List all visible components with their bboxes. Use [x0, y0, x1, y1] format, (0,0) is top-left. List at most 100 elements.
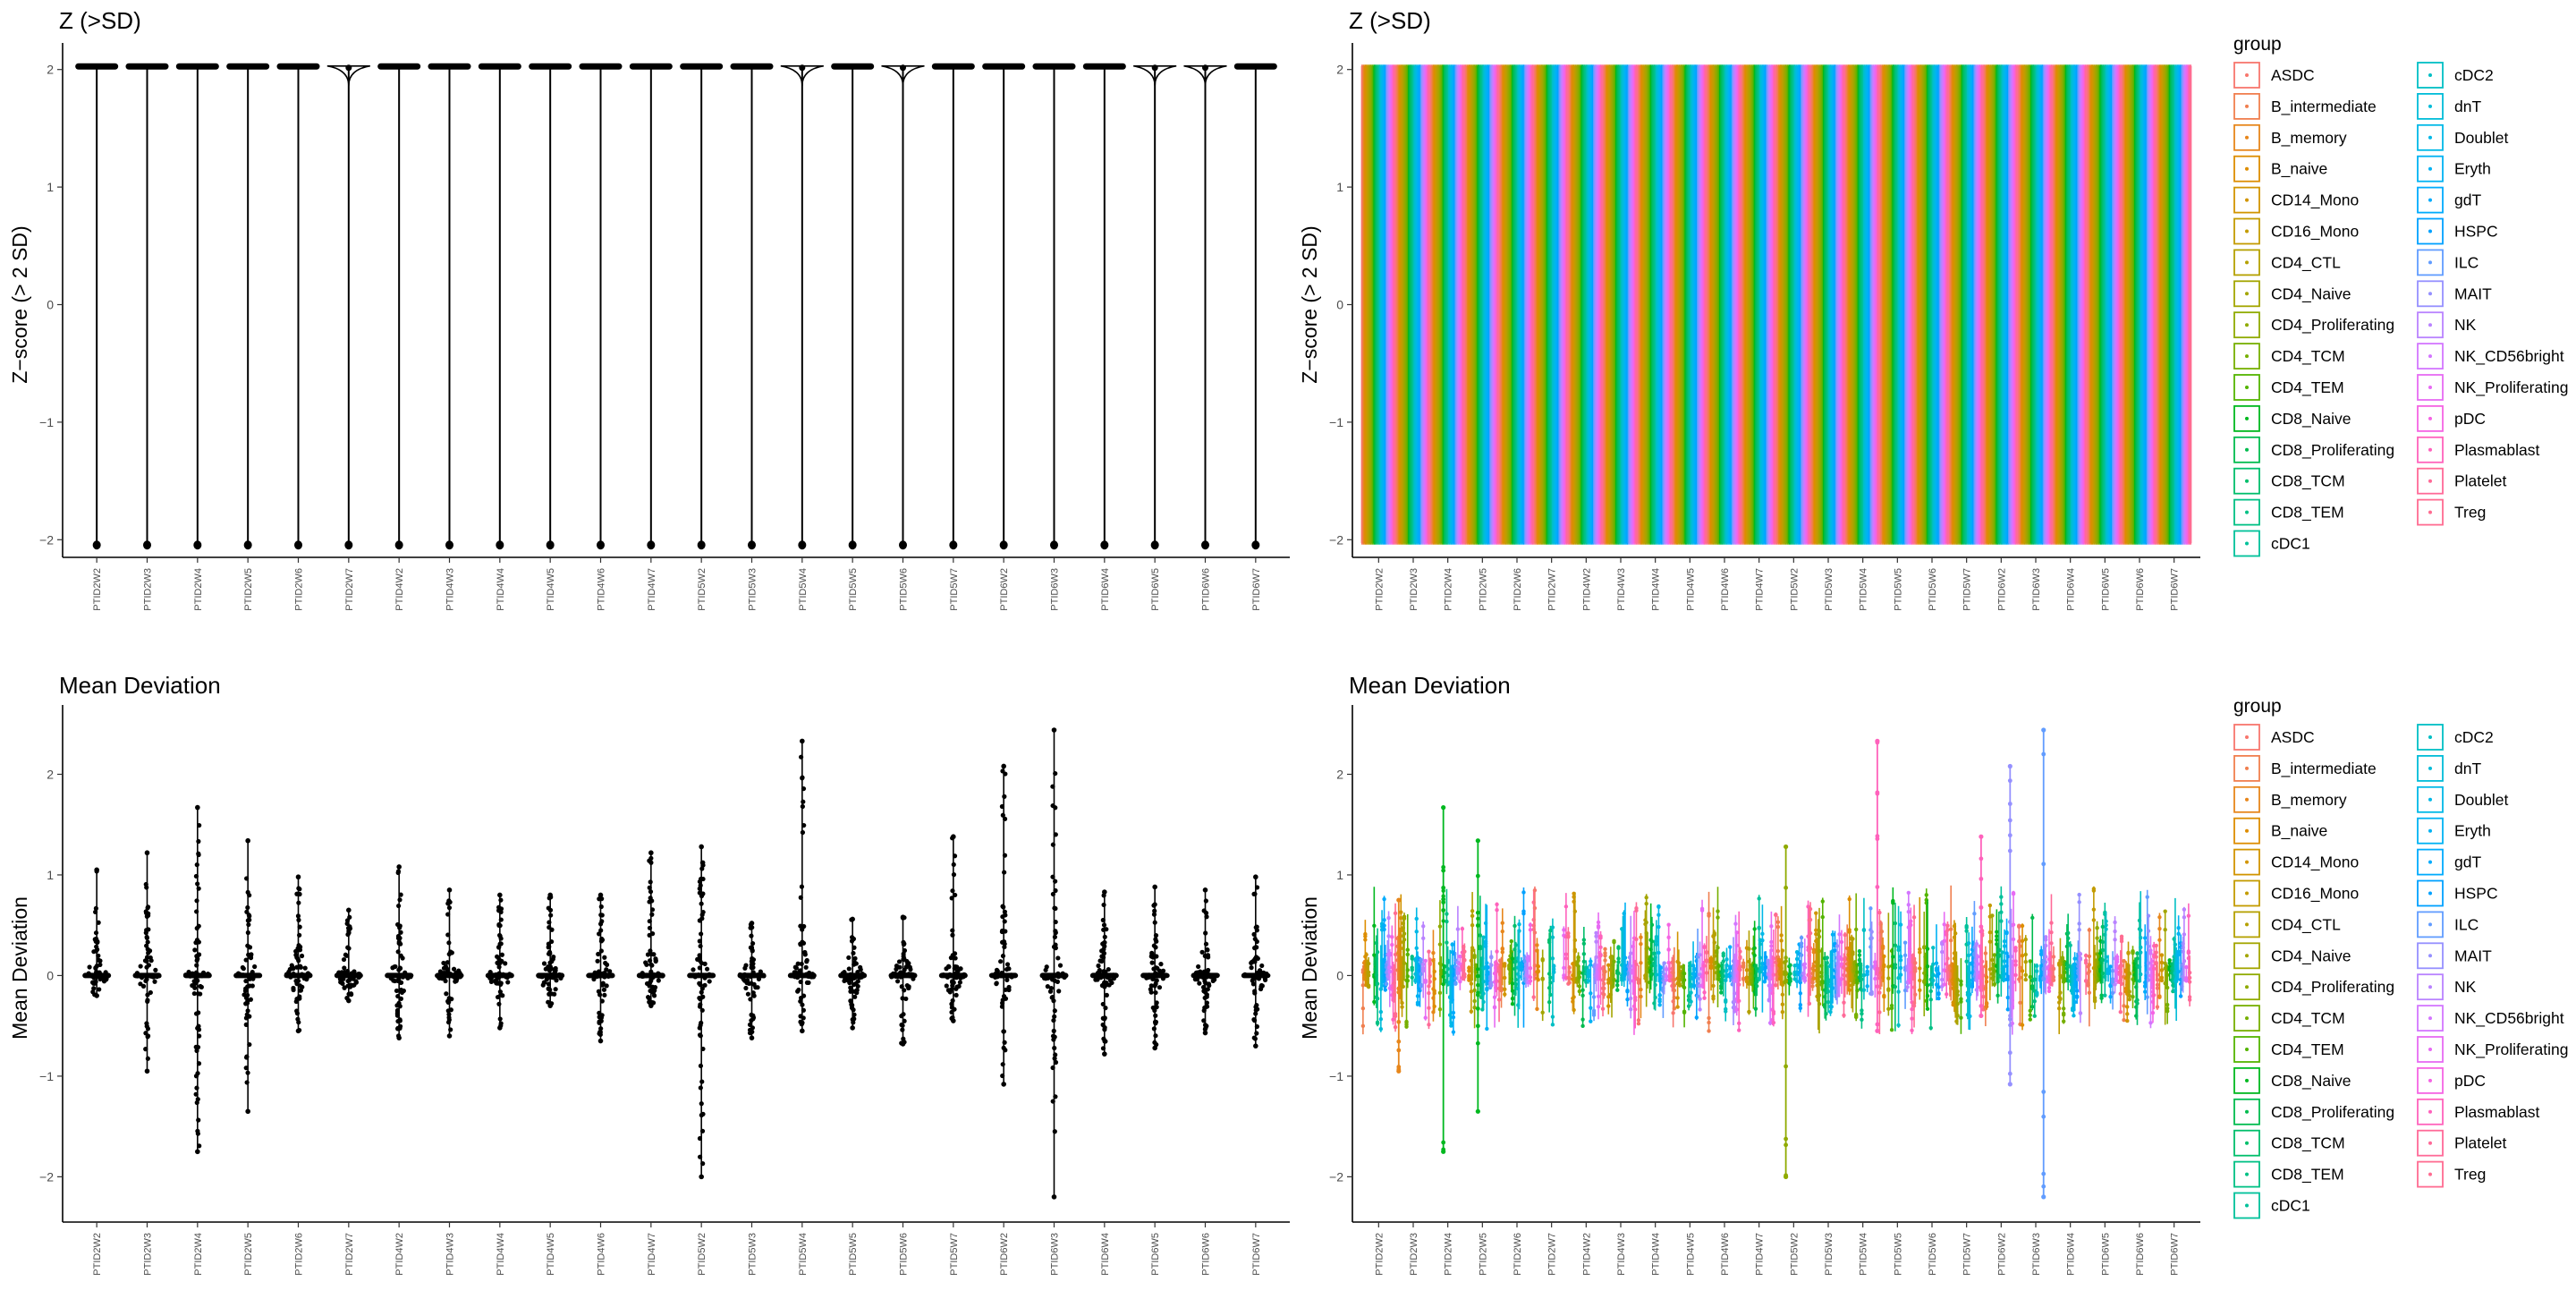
- data-point: [698, 1033, 703, 1039]
- group-point: [1428, 962, 1432, 967]
- group-point: [1405, 952, 1410, 957]
- legend-label: Plasmablast: [2454, 441, 2539, 459]
- group-point: [1438, 968, 1444, 972]
- data-point: [243, 1066, 249, 1071]
- data-point: [1045, 984, 1050, 989]
- data-point: [194, 1099, 199, 1106]
- group-point: [1486, 970, 1490, 975]
- data-point: [799, 884, 805, 889]
- group-point: [1387, 953, 1393, 957]
- data-point: [842, 978, 847, 984]
- data-point: [248, 955, 254, 961]
- data-point: [1262, 977, 1268, 982]
- y-tick-label: −1: [39, 415, 54, 429]
- data-point: [394, 1007, 401, 1014]
- group-point: [1470, 913, 1475, 919]
- x-tick-label: PTID6W7: [2170, 1233, 2181, 1276]
- data-point: [398, 953, 403, 958]
- legend-item: Plasmablast: [2417, 436, 2539, 463]
- min-point: [195, 1149, 200, 1155]
- data-point: [956, 983, 962, 989]
- data-point: [294, 891, 300, 896]
- group-point: [1481, 991, 1486, 996]
- data-point: [296, 1020, 301, 1025]
- data-point: [846, 955, 852, 961]
- data-point: [395, 921, 401, 928]
- min-point: [446, 1033, 453, 1039]
- legend-key-dot: [2245, 73, 2249, 77]
- x-tick-label: PTID4W5: [1685, 568, 1696, 611]
- violin-point: [345, 64, 352, 72]
- max-point: [295, 874, 301, 880]
- group-point: [1510, 996, 1515, 1001]
- x-tick-label: PTID6W7: [1251, 1233, 1262, 1276]
- legend-key-dot: [2428, 354, 2432, 359]
- violin-shape: [881, 64, 925, 86]
- data-point: [903, 964, 909, 970]
- violin-bottom-point: [848, 540, 857, 550]
- violin-bottom-point: [546, 540, 555, 550]
- x-tick-label: PTID6W6: [1201, 1233, 1212, 1276]
- data-point: [196, 1027, 202, 1032]
- data-point: [546, 999, 551, 1005]
- x-tick-label: PTID4W5: [546, 1233, 556, 1276]
- data-point: [1152, 1007, 1157, 1014]
- data-point: [91, 986, 97, 991]
- data-point: [597, 1032, 603, 1038]
- data-point: [644, 981, 650, 987]
- legend: group ASDC B_intermediate B_memory B_naive CD…: [2233, 34, 2568, 557]
- data-point: [656, 978, 661, 983]
- data-point: [1251, 931, 1257, 938]
- data-point: [498, 981, 504, 986]
- data-point: [698, 982, 703, 988]
- group-point: [1458, 968, 1462, 972]
- data-point: [342, 985, 347, 990]
- data-point: [197, 1033, 202, 1039]
- legend-label: Doublet: [2454, 129, 2508, 147]
- data-point: [1153, 1021, 1158, 1026]
- data-point: [602, 955, 607, 960]
- data-point: [1254, 1023, 1259, 1030]
- data-point: [647, 958, 653, 964]
- data-point: [346, 978, 352, 983]
- max-point: [648, 850, 654, 856]
- data-point: [957, 980, 962, 985]
- x-tick-label: PTID6W6: [2135, 568, 2146, 611]
- legend-label: ILC: [2454, 253, 2479, 271]
- group-point: [1458, 980, 1462, 984]
- violin-shape: [1133, 64, 1177, 86]
- group-point: [1472, 988, 1477, 993]
- legend-key-dot: [2245, 229, 2249, 233]
- dense-center: [938, 972, 968, 979]
- data-point: [244, 1000, 250, 1006]
- x-tick-label: PTID2W5: [243, 568, 254, 611]
- data-point: [849, 1005, 855, 1011]
- data-point: [994, 981, 999, 986]
- data-point: [695, 956, 700, 962]
- data-point: [1003, 996, 1009, 1001]
- violin-bottom-point: [344, 540, 353, 550]
- data-point: [446, 1012, 452, 1017]
- group-point: [1387, 965, 1393, 970]
- data-point: [498, 909, 504, 915]
- data-point: [1203, 910, 1209, 916]
- data-point: [194, 938, 200, 943]
- data-point: [1050, 842, 1055, 847]
- data-point: [96, 953, 101, 958]
- dense-center: [284, 972, 313, 979]
- data-point: [1149, 960, 1155, 965]
- violin-bottom-point: [193, 540, 202, 550]
- data-point: [1254, 938, 1259, 945]
- data-point: [247, 1014, 252, 1019]
- group-point: [1437, 990, 1443, 995]
- data-point: [1204, 914, 1209, 920]
- data-point: [194, 1085, 199, 1091]
- data-point: [547, 949, 553, 955]
- data-point: [445, 1008, 451, 1014]
- data-point: [97, 987, 102, 992]
- data-point: [750, 955, 755, 962]
- legend-label: Platelet: [2454, 472, 2507, 490]
- data-point: [699, 986, 705, 991]
- x-tick-label: PTID4W2: [1581, 568, 1592, 611]
- x-tick-label: PTID5W3: [748, 1233, 758, 1276]
